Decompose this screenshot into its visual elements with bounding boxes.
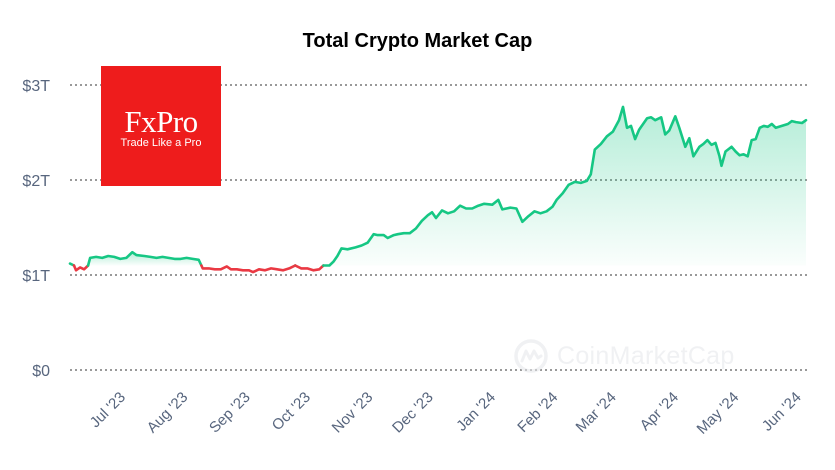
logo-slogan: Trade Like a Pro: [120, 137, 202, 149]
x-axis-labels: Jul '23 Aug '23 Sep '23 Oct '23 Nov '23 Dec '…: [87, 389, 805, 438]
area-segment: [323, 106, 806, 266]
x-tick-label: May '24: [694, 389, 743, 438]
watermark-text: CoinMarketCap: [557, 341, 735, 370]
x-tick-label: Sep '23: [206, 389, 254, 437]
x-tick-label: Mar '24: [573, 389, 620, 436]
y-tick-label: $1T: [22, 268, 50, 285]
line-segment-up: [86, 250, 203, 267]
x-tick-label: Jun '24: [759, 389, 805, 435]
y-tick-label: $0: [32, 363, 50, 380]
y-tick-label: $2T: [22, 173, 50, 190]
y-axis-labels: $0 $1T $2T $3T: [22, 78, 50, 380]
line-segment-down: [293, 264, 325, 272]
x-tick-label: Apr '24: [637, 389, 682, 434]
chart-title: Total Crypto Market Cap: [302, 30, 533, 52]
fxpro-logo: FxPro Trade Like a Pro: [101, 66, 221, 186]
x-tick-label: Oct '23: [269, 389, 314, 434]
x-tick-label: Jul '23: [87, 389, 129, 431]
x-tick-label: Feb '24: [514, 389, 561, 436]
line-segment-down: [200, 264, 297, 274]
x-tick-label: Nov '23: [329, 389, 377, 437]
line-segment-down: [72, 264, 90, 272]
coinmarketcap-icon: [514, 339, 548, 373]
line-segment-up: [322, 105, 808, 267]
logo-name: FxPro: [124, 104, 198, 139]
x-tick-label: Dec '23: [389, 389, 437, 437]
x-tick-label: Jan '24: [453, 389, 499, 435]
price-line: [68, 105, 808, 274]
y-tick-label: $3T: [22, 78, 50, 95]
x-tick-label: Aug '23: [144, 389, 192, 437]
coinmarketcap-watermark: CoinMarketCap: [513, 336, 735, 376]
area-segment: [88, 252, 202, 266]
